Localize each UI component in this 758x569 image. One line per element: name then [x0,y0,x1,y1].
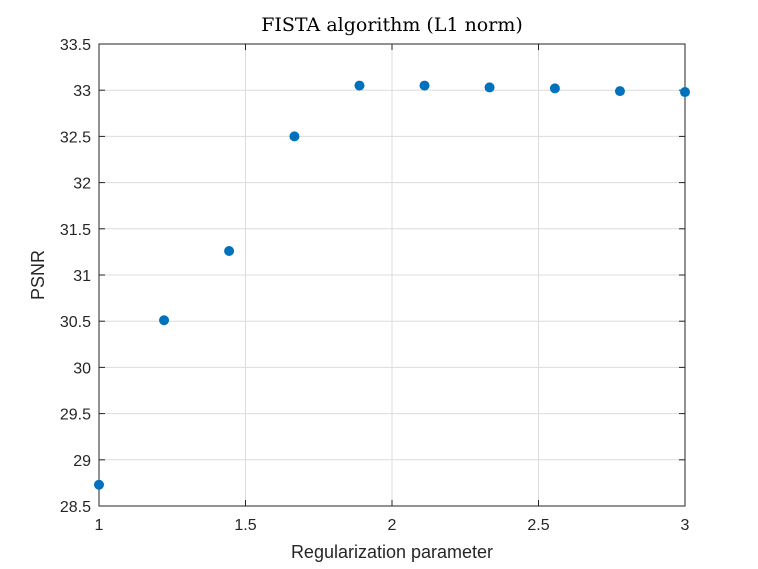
data-points [94,80,690,490]
y-tick-label: 29 [73,453,91,470]
x-tick-label: 3 [681,517,690,534]
data-point [680,87,690,98]
data-point [419,80,430,91]
x-tick-label: 2 [388,517,397,534]
y-tick-label: 33 [73,83,91,100]
y-tick-label: 32.5 [60,129,91,146]
data-point [354,80,365,91]
x-tick-label: 2.5 [527,517,549,534]
y-tick-label: 30 [73,360,91,377]
x-tick-label: 1.5 [234,517,256,534]
data-point [549,83,560,94]
y-tick-label: 31 [73,268,91,285]
data-point [614,86,625,97]
y-tick-label: 28.5 [60,499,91,516]
data-point [484,82,495,93]
x-tick-label: 1 [95,517,104,534]
y-tick-label: 31.5 [60,222,91,239]
x-axis-label: Regularization parameter [291,542,493,562]
y-axis-ticks: 28.5 29 29.5 30 30.5 31 31.5 32 32.5 33 33.5 [60,37,685,516]
data-point [94,479,104,490]
y-tick-label: 32 [73,176,91,193]
chart-title: FISTA algorithm (L1 norm) [261,14,523,36]
x-axis-ticks: 1 1.5 2 2.5 3 [95,44,690,534]
data-point [224,245,235,256]
y-tick-label: 30.5 [60,314,91,331]
y-axis-label: PSNR [28,250,48,300]
y-tick-label: 33.5 [60,37,91,54]
y-tick-label: 29.5 [60,407,91,424]
data-point [289,131,300,142]
data-point [159,315,170,326]
